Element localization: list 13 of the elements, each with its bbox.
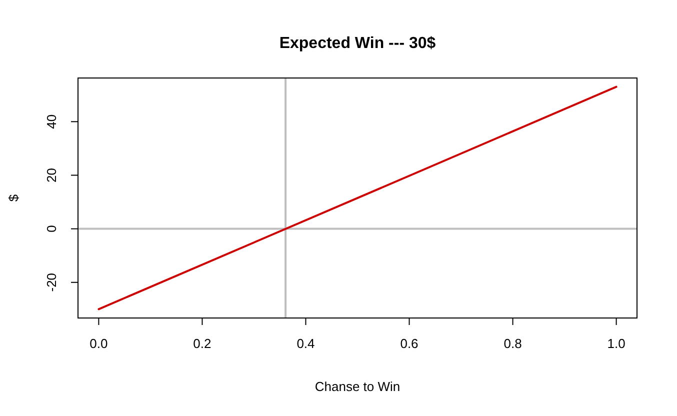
- y-tick-label: 20: [44, 168, 59, 182]
- x-axis-title: Chanse to Win: [314, 379, 400, 394]
- y-tick-label: -20: [44, 272, 59, 292]
- chart-title: Expected Win --- 30$: [279, 35, 436, 52]
- x-tick-label: 0.8: [504, 336, 522, 351]
- y-axis-title: $: [6, 194, 21, 202]
- y-tick-label: 40: [44, 114, 59, 129]
- x-tick-label: 1.0: [607, 336, 626, 351]
- x-tick-label: 0.6: [400, 336, 418, 351]
- x-tick-label: 0.2: [193, 336, 212, 351]
- y-tick-label: 0: [44, 225, 59, 232]
- x-tick-label: 0.4: [296, 336, 315, 351]
- x-tick-label: 0.0: [90, 336, 108, 351]
